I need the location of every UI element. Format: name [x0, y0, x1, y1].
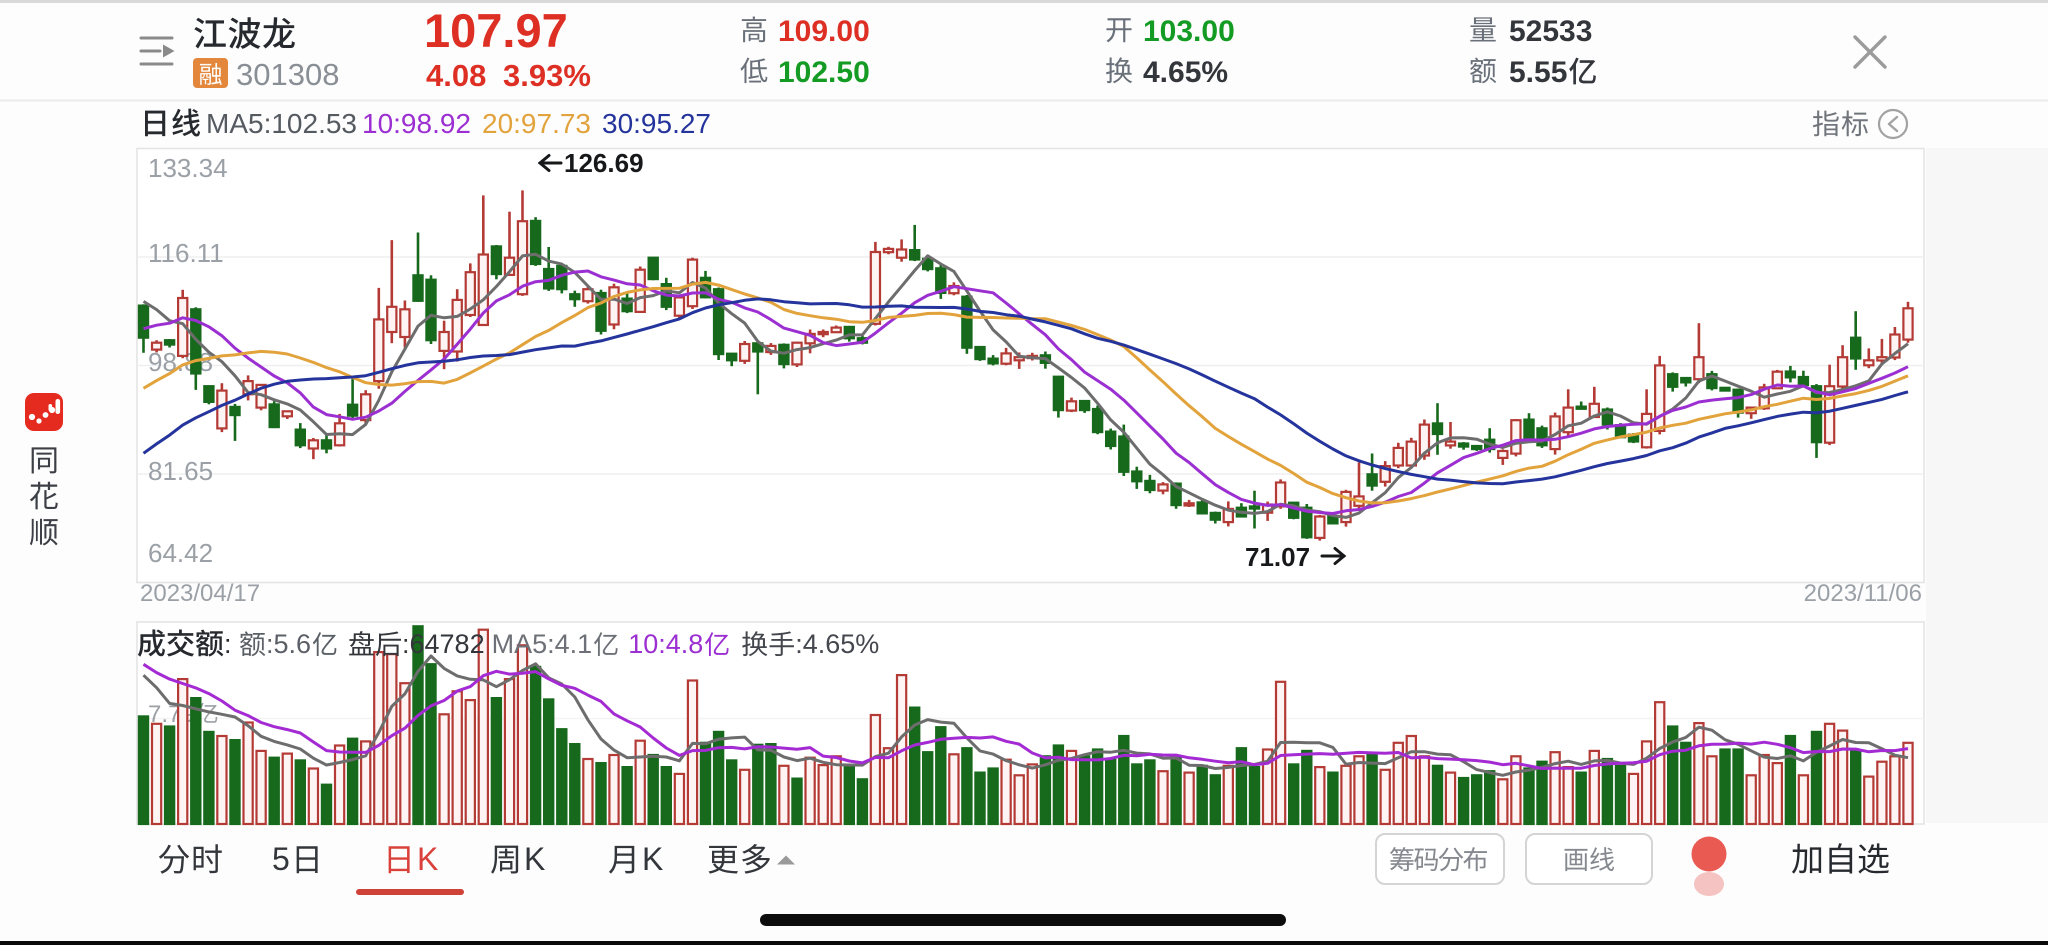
svg-text:10:4.8: 10:4.8 — [628, 629, 703, 659]
svg-text:102.50: 102.50 — [778, 56, 870, 89]
svg-text:116.11: 116.11 — [148, 238, 224, 268]
svg-text:K: K — [417, 841, 438, 877]
svg-text:5.55: 5.55 — [1509, 56, 1567, 89]
svg-text:20:97.73: 20:97.73 — [482, 108, 591, 139]
svg-text:126.69: 126.69 — [564, 148, 644, 178]
svg-text:4.08: 4.08 — [426, 58, 486, 93]
svg-text:133.34: 133.34 — [148, 153, 228, 183]
svg-text::4.65%: :4.65% — [795, 629, 879, 659]
svg-text::5.6: :5.6 — [266, 629, 311, 659]
svg-text:301308: 301308 — [236, 57, 339, 92]
svg-text:MA5:102.53: MA5:102.53 — [206, 108, 357, 139]
svg-text::64782: :64782 — [402, 629, 485, 659]
svg-text:K: K — [524, 841, 545, 877]
svg-text:4.65%: 4.65% — [1143, 56, 1228, 89]
svg-text:30:95.27: 30:95.27 — [602, 108, 711, 139]
svg-text:109.00: 109.00 — [778, 15, 870, 48]
svg-text:3.93%: 3.93% — [503, 58, 591, 93]
svg-text::: : — [224, 629, 232, 659]
svg-text:81.65: 81.65 — [148, 456, 213, 486]
svg-text:K: K — [642, 841, 663, 877]
svg-text:107.97: 107.97 — [424, 4, 568, 57]
svg-text:71.07: 71.07 — [1245, 542, 1310, 572]
svg-text:10:98.92: 10:98.92 — [362, 108, 471, 139]
svg-text:64.42: 64.42 — [148, 538, 213, 568]
svg-text:5: 5 — [272, 841, 290, 877]
svg-text:2023/04/17: 2023/04/17 — [140, 580, 260, 607]
svg-text:103.00: 103.00 — [1143, 15, 1235, 48]
svg-text:2023/11/06: 2023/11/06 — [1804, 580, 1922, 607]
svg-text:52533: 52533 — [1509, 15, 1592, 48]
svg-text:MA5:4.1: MA5:4.1 — [492, 629, 593, 659]
